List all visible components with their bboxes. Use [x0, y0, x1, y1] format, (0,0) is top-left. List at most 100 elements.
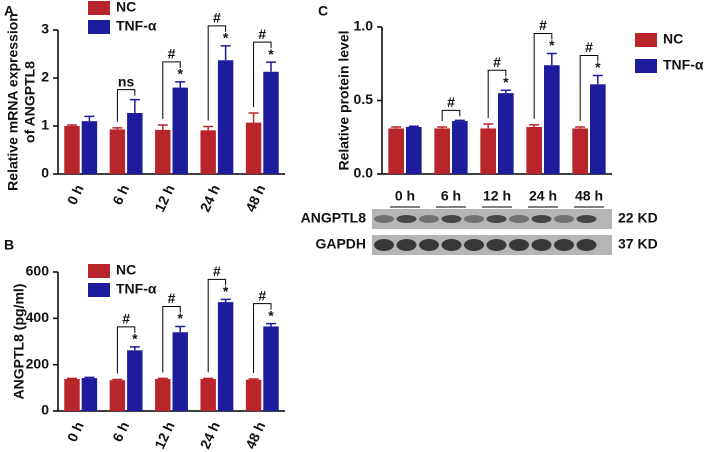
significance-star: *: [177, 66, 183, 82]
error-bar: [129, 346, 140, 351]
y-tick-label: 200: [26, 355, 50, 371]
error-bar: [592, 74, 603, 85]
significance-star: *: [223, 283, 229, 299]
x-tick-label: 24 h: [197, 419, 223, 451]
legend-swatch: [88, 1, 110, 15]
bar: [172, 87, 188, 174]
y-tick-label: 3: [41, 21, 49, 37]
bracket-label: #: [168, 46, 176, 62]
legend-swatch: [88, 20, 110, 34]
error-bar: [529, 124, 540, 127]
y-axis-label: ANGPTL8 (pg/ml): [11, 284, 27, 400]
bar: [480, 128, 496, 174]
x-tick-label: 6 h: [109, 182, 132, 207]
bar: [245, 122, 262, 174]
blot-row-label: ANGPTL8: [301, 210, 367, 226]
error-bar: [266, 61, 277, 72]
blot-band: [509, 239, 529, 251]
x-tick-label: 48 h: [242, 419, 268, 451]
blot-band: [419, 215, 439, 223]
legend-swatch: [635, 59, 657, 73]
x-tick-label: 24 h: [197, 182, 223, 214]
bar: [572, 128, 588, 174]
error-bar: [408, 125, 419, 127]
error-bar: [129, 98, 140, 114]
bracket: [441, 109, 461, 121]
bar: [526, 126, 542, 174]
bar: [406, 126, 422, 174]
blot-band: [441, 215, 462, 223]
bar: [81, 378, 98, 411]
blot-band: [531, 239, 552, 251]
bar: [263, 71, 279, 174]
y-tick-label: 1.0: [354, 18, 374, 34]
bar: [498, 93, 514, 174]
error-bar: [112, 127, 123, 130]
panel-label: A: [4, 3, 14, 19]
bar: [109, 380, 126, 411]
bracket: [207, 278, 227, 373]
x-tick-label: 0 h: [395, 188, 415, 204]
bar: [200, 379, 216, 411]
blot-band: [576, 215, 597, 223]
bracket: [253, 41, 272, 108]
blot-band: [374, 239, 394, 251]
bracket: [253, 303, 272, 374]
error-bar: [220, 298, 231, 303]
blot-band: [464, 215, 484, 223]
bracket-label: ns: [118, 73, 135, 89]
bracket: [162, 61, 181, 120]
bracket: [207, 25, 227, 121]
error-bar: [454, 119, 465, 122]
significance-star: *: [223, 30, 229, 46]
legend-swatch: [635, 33, 657, 47]
bracket-label: #: [585, 39, 593, 55]
blot-band: [441, 239, 462, 251]
bar: [64, 126, 80, 174]
legend-label: TNF-α: [116, 281, 157, 297]
legend-label: NC: [663, 31, 683, 47]
blot-size-label: 22 KD: [618, 210, 658, 226]
error-bar: [66, 124, 77, 126]
significance-star: *: [132, 331, 138, 347]
blot-band: [531, 215, 552, 223]
y-tick-label: 0.5: [354, 91, 374, 107]
bracket: [116, 326, 136, 374]
blot-band: [554, 239, 574, 251]
significance-star: *: [503, 74, 509, 90]
blot-band: [464, 239, 484, 251]
bar: [217, 60, 234, 174]
bracket: [116, 89, 136, 122]
blot-band: [486, 215, 507, 223]
error-bar: [175, 325, 186, 333]
bar: [245, 379, 262, 411]
x-tick-label: 6 h: [441, 188, 461, 204]
blot-band: [509, 215, 529, 223]
y-tick-label: 2: [41, 69, 49, 85]
bracket-label: #: [168, 290, 176, 306]
error-bar: [437, 126, 448, 129]
x-tick-label: 12 h: [151, 182, 177, 214]
error-bar: [483, 123, 494, 129]
bar: [155, 379, 171, 411]
y-axis-label: Relative protein level: [336, 30, 352, 170]
error-bar: [500, 89, 511, 94]
bar: [217, 302, 234, 411]
error-bar: [248, 112, 259, 123]
bar: [155, 129, 171, 174]
error-bar: [203, 125, 214, 131]
bracket-label: #: [122, 311, 130, 327]
x-tick-label: 24 h: [529, 188, 557, 204]
error-bar: [266, 322, 277, 327]
legend-label: TNF-α: [663, 57, 704, 73]
panel-label: B: [4, 237, 14, 253]
error-bar: [157, 377, 168, 380]
bar: [452, 121, 468, 174]
significance-star: *: [595, 59, 601, 75]
y-tick-label: 400: [26, 309, 50, 325]
bracket: [487, 69, 507, 119]
bar: [172, 332, 188, 411]
y-tick-label: 0.0: [354, 165, 374, 181]
blot-size-label: 37 KD: [618, 236, 658, 252]
